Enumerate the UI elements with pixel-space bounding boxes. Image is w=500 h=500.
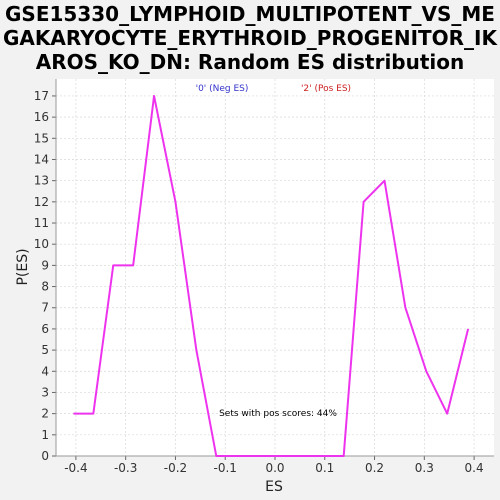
y-tick-label: 10 — [34, 237, 49, 251]
y-tick-label: 7 — [41, 301, 49, 315]
chart-title: GSE15330_LYMPHOID_MULTIPOTENT_VS_ME GAKA… — [3, 2, 498, 74]
legend-entry-pos: '2' (Pos ES) — [301, 84, 351, 94]
pos-score-annotation: Sets with pos scores: 44% — [219, 409, 337, 419]
x-tick-label: -0.1 — [214, 461, 237, 475]
axes: -0.4 -0.3 -0.2 -0.1 0.0 0.1 0.2 0.3 0.4012345678… — [34, 79, 494, 475]
x-tick-label: -0.3 — [114, 461, 137, 475]
legend: '0' (Neg ES) '2' (Pos ES) — [196, 84, 351, 94]
y-tick-label: 16 — [34, 110, 49, 124]
y-tick-label: 2 — [41, 407, 49, 421]
y-tick-label: 4 — [41, 364, 49, 378]
y-axis-label: P(ES) — [15, 248, 31, 285]
y-tick-label: 6 — [41, 322, 49, 336]
y-tick-label: 15 — [34, 131, 49, 145]
x-tick-label: 0.3 — [415, 461, 434, 475]
chart-title-line-1: GSE15330_LYMPHOID_MULTIPOTENT_VS_ME — [5, 2, 495, 26]
legend-entry-neg: '0' (Neg ES) — [196, 84, 249, 94]
grid — [56, 79, 494, 457]
y-tick-label: 9 — [41, 258, 49, 272]
y-tick-label: 11 — [34, 216, 49, 230]
x-axis-label: ES — [265, 479, 283, 495]
y-tick-label: 14 — [34, 152, 49, 166]
chart-title-line-2: GAKARYOCYTE_ERYTHROID_PROGENITOR_IK — [3, 26, 498, 50]
y-tick-label: 0 — [41, 449, 49, 463]
y-tick-label: 3 — [41, 385, 49, 399]
series-layer — [73, 94, 470, 457]
x-tick-label: -0.4 — [64, 461, 87, 475]
x-tick-label: 0.4 — [465, 461, 484, 475]
y-tick-label: 17 — [34, 89, 49, 103]
y-tick-label: 12 — [34, 195, 49, 209]
y-tick-label: 5 — [41, 343, 49, 357]
y-tick-label: 8 — [41, 280, 49, 294]
y-tick-label: 13 — [34, 174, 49, 188]
distribution-line — [73, 94, 470, 457]
x-tick-label: 0.1 — [315, 461, 334, 475]
x-tick-label: 0.2 — [365, 461, 384, 475]
chart-title-line-3: AROS_KO_DN: Random ES distribution — [36, 50, 465, 74]
x-tick-label: -0.2 — [164, 461, 187, 475]
y-tick-label: 1 — [41, 428, 49, 442]
x-tick-label: 0.0 — [265, 461, 284, 475]
